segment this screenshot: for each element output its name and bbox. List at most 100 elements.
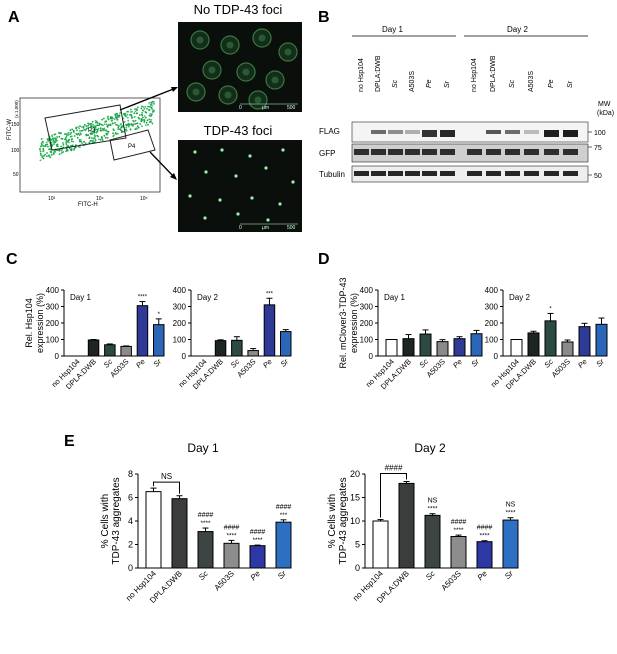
facs-ytick: (x 1,000) [14,100,19,118]
y-tick-label: 20 [350,469,360,479]
significance-hash: #### [276,504,292,511]
gfp-band [371,149,386,155]
flag-band [422,130,437,137]
focus-dot [204,170,208,174]
micrograph-scale-unit: µm [262,105,269,111]
focus-dot [264,166,268,170]
bar-5 [280,331,292,357]
y-tick-label: 100 [173,336,187,345]
lane-label: A503S [409,71,416,92]
x-tick-label: A503S [425,357,447,379]
arrowhead-top-icon [171,87,178,92]
y-tick-label: 15 [350,493,360,503]
y-tick-label: 0 [494,352,499,361]
y-tick-label: 100 [485,336,499,345]
focus-dot [266,218,270,222]
x-tick-label: Sc [197,569,210,582]
gfp-band [505,149,520,155]
bar-4 [263,304,276,357]
gfp-band [486,149,501,155]
mw-label: MW [598,101,611,108]
band-label-gfp: GFP [319,149,335,158]
chart-title: Day 2 [414,441,446,455]
micrograph-scale-unit: µm [262,225,269,231]
gfp-band [524,149,539,155]
facs-xtick: 10³ [48,196,56,202]
significance-stars: **** [505,510,516,517]
gfp-band [544,149,559,155]
band-label-tubulin: Tubulin [319,170,345,179]
gate-p4 [109,129,156,161]
bar-0 [510,339,523,357]
focus-dot [193,150,197,154]
bar-3 [436,341,449,357]
bar-5 [153,324,165,357]
significance-stars: **** [226,532,237,539]
x-tick-label: Pe [261,357,274,370]
panel-letter-b: B [318,9,330,26]
cell-nucleus [196,36,204,44]
x-tick-label: Sr [276,569,288,581]
lane-label: Sr [567,80,574,88]
gfp-band [440,149,455,155]
x-tick-label: Pe [476,569,490,583]
bar-4 [453,338,466,357]
y-tick-label: 8 [128,469,133,479]
gate-label-p4: P4 [128,144,136,150]
bar-2 [231,339,243,357]
panel-letter-e: E [64,433,75,450]
significance-stars: **** [453,527,464,534]
x-tick-label: Sr [469,357,481,369]
mw-mark-50: 50 [594,173,602,180]
band-label-flag: FLAG [319,127,340,136]
chart-tdp43-day1: 0 100 200 300 400 Day 1 Rel. mClover3-TDP-43 ex… [338,277,483,391]
gfp-band [422,149,437,155]
lane-label: A503S [528,71,535,92]
significance-hash: #### [477,525,493,532]
significance-stars: **** [200,520,211,527]
facs-xtick: 10⁵ [140,196,148,202]
tubulin-band [371,171,386,176]
y-axis-label: TDP-43 aggregates [338,477,349,564]
facs-ytick: 50 [13,172,19,178]
cell-nucleus [254,96,262,104]
focus-dot [250,196,254,200]
focus-dot [278,202,282,206]
micrograph-foci [178,140,302,232]
bar-1 [527,332,540,357]
western-blot: Day 1 Day 2 no Hsp104 DPLA:DWB Sc A503S Pe Sr… [319,25,614,183]
bar-1 [171,498,188,569]
bar-1 [87,339,100,357]
bar-1 [214,340,227,357]
focus-dot [234,174,238,178]
flag-band [563,130,578,137]
facs-ytick: 100 [11,148,20,154]
focus-dot [203,216,207,220]
gfp-band [388,149,403,155]
focus-dot [281,148,285,152]
significance-stars: **** [252,537,263,544]
significance-stars: * [549,306,552,312]
bar-0 [372,520,389,569]
significance-hash: NS [506,502,516,509]
significance-stars: **** [138,295,148,301]
tubulin-band [544,171,559,176]
flag-band [405,130,420,134]
bar-1 [398,482,415,569]
y-axis-label: Rel. mClover3-TDP-43 [338,277,348,368]
y-tick-label: 0 [369,352,374,361]
x-tick-label: Sr [503,569,515,581]
bar-4 [476,541,493,569]
y-tick-label: 6 [128,493,133,503]
bar-3 [247,350,259,357]
x-tick-label: Pe [576,357,589,370]
gate-arrow-bottom [149,151,176,179]
chart-title: Day 2 [509,293,530,302]
y-tick-label: 300 [485,303,499,312]
y-tick-label: 200 [46,319,60,328]
y-axis-label: expression (%) [35,293,45,353]
bar-2 [424,514,441,569]
lane-labels: no Hsp104 DPLA:DWB Sc A503S Pe Sr no Hsp104 DPL… [358,55,574,92]
chart-aggregates-day2: 0 5 10 15 20 Day 2 % Cells with TDP-43 aggregat… [327,441,519,605]
